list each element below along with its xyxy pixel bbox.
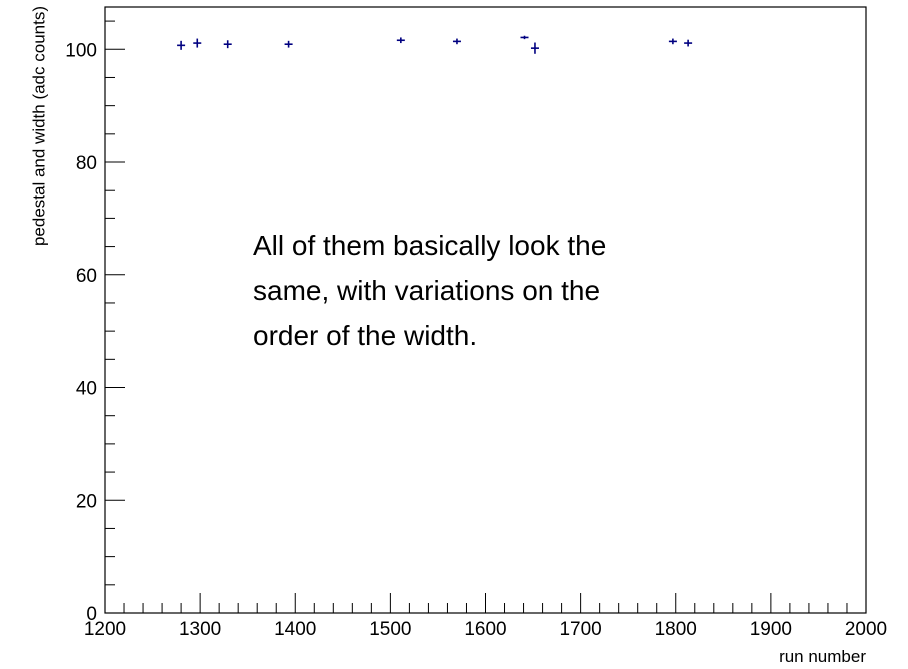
y-tick-label: 20 — [76, 491, 97, 512]
annotation: same, with variations on the — [253, 275, 600, 306]
x-tick-label: 1300 — [179, 619, 221, 640]
x-tick-label: 2000 — [845, 619, 887, 640]
x-tick-label: 1600 — [464, 619, 506, 640]
x-tick-label: 1200 — [84, 619, 126, 640]
y-tick-label: 60 — [76, 266, 97, 287]
y-tick-label: 0 — [86, 604, 97, 625]
x-tick-label: 1700 — [559, 619, 601, 640]
x-tick-label: 1400 — [274, 619, 316, 640]
annotation: All of them basically look the — [253, 230, 606, 261]
x-tick-label: 1900 — [750, 619, 792, 640]
x-tick-label: 1500 — [369, 619, 411, 640]
y-axis-title: pedestal and width (adc counts) — [29, 6, 48, 246]
y-tick-label: 100 — [65, 40, 97, 61]
y-tick-label: 40 — [76, 379, 97, 400]
plot-frame — [104, 6, 867, 614]
annotation: order of the width. — [253, 320, 477, 351]
x-tick-label: 1800 — [655, 619, 697, 640]
x-axis-title: run number — [779, 647, 866, 666]
y-tick-label: 80 — [76, 153, 97, 174]
